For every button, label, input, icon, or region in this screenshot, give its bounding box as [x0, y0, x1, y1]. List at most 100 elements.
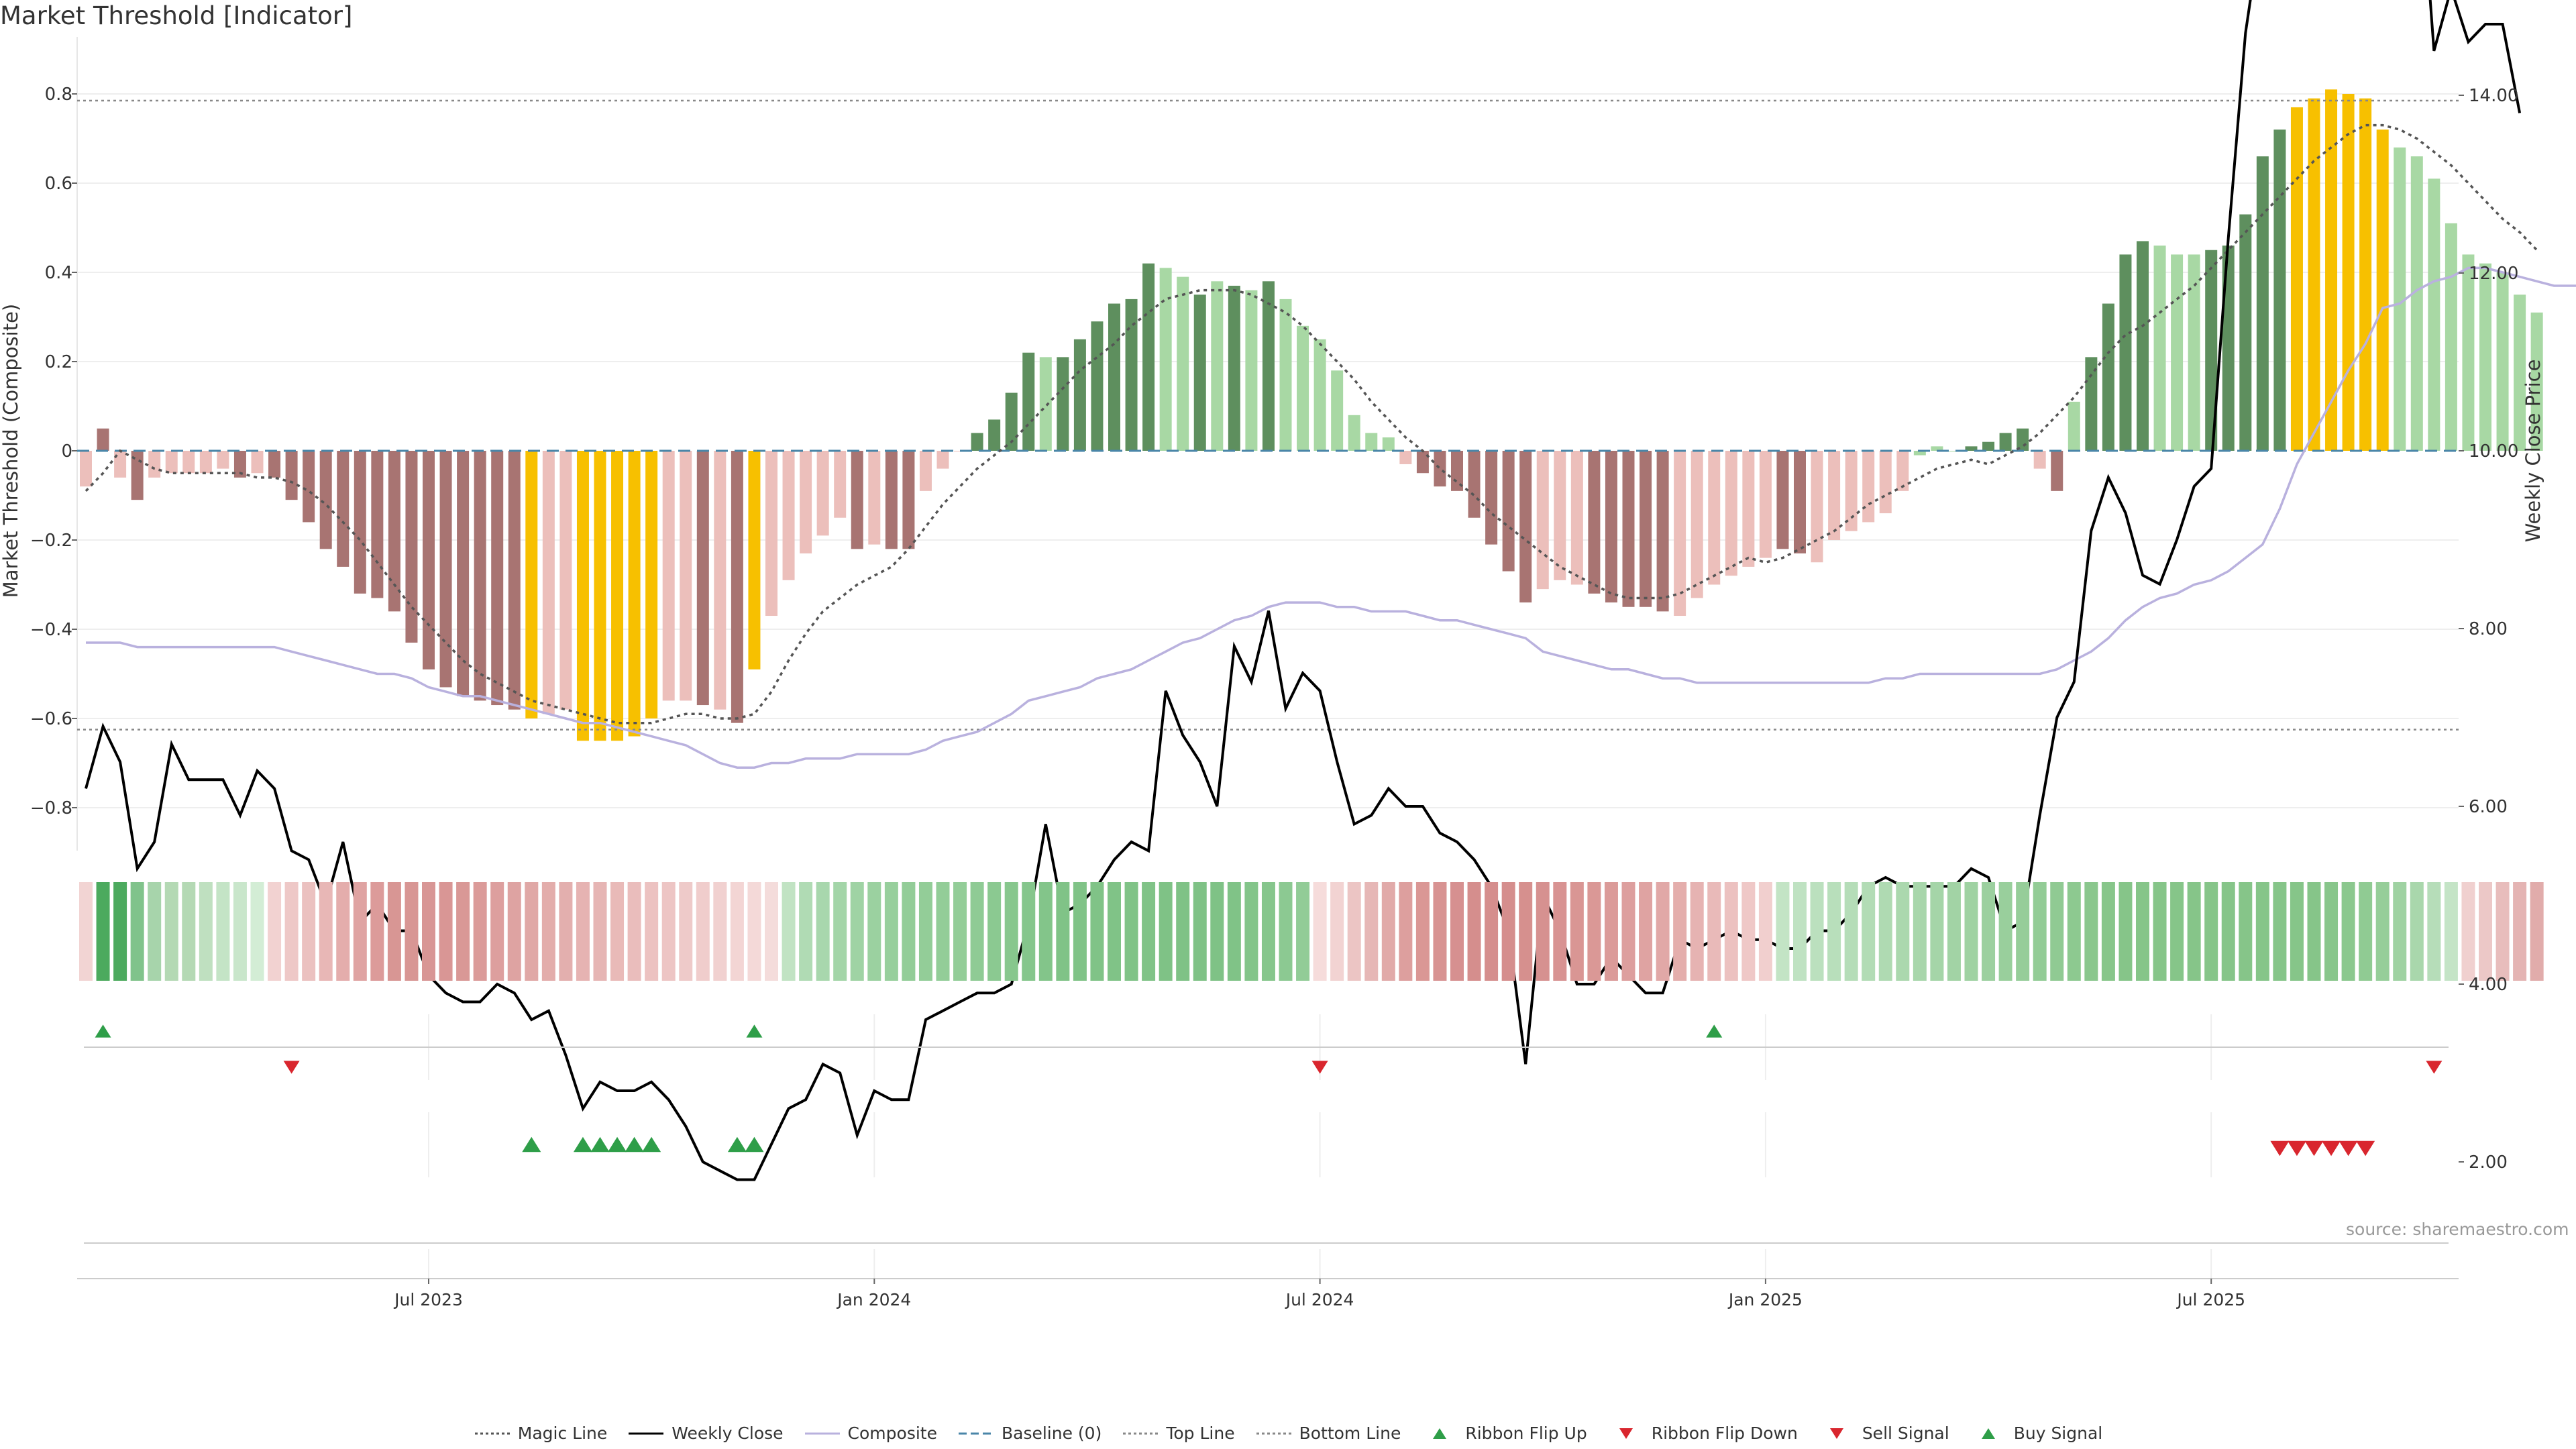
bar — [988, 419, 1001, 451]
bar — [2102, 303, 2114, 451]
ribbon-cell — [1930, 882, 1944, 981]
composite-line — [86, 266, 2576, 769]
ribbon-cell — [1296, 882, 1310, 981]
bar — [2359, 98, 2372, 451]
y2-axis-label: Weekly Close Price — [2522, 360, 2544, 543]
bar — [2410, 156, 2423, 451]
ribbon-cell — [439, 882, 453, 981]
legend-label: Top Line — [1166, 1424, 1235, 1443]
legend-item-baseline-0: Baseline (0) — [957, 1424, 1102, 1443]
ribbon-cell — [1878, 882, 1892, 981]
ribbon-cell — [387, 882, 401, 981]
ribbon-cell — [1810, 882, 1824, 981]
ribbon-cell — [1415, 882, 1430, 981]
ribbon-cell — [79, 882, 93, 981]
bar — [1485, 451, 1498, 545]
bar — [731, 451, 743, 723]
bar — [1570, 451, 1583, 585]
legend-label: Ribbon Flip Down — [1651, 1424, 1798, 1443]
buy-signal-marker — [573, 1136, 592, 1152]
bar — [1091, 321, 1104, 451]
ribbon-cell — [370, 882, 384, 981]
bar — [800, 451, 812, 553]
chart-title: Market Threshold [Indicator] — [0, 1, 353, 30]
ribbon-cell — [1399, 882, 1413, 981]
ribbon-cell — [696, 882, 710, 981]
bar — [337, 451, 350, 567]
ribbon-cell — [2444, 882, 2458, 981]
ribbon-cell — [541, 882, 555, 981]
bar — [1228, 285, 1240, 451]
bar — [97, 428, 109, 451]
bar — [423, 451, 435, 669]
ribbon-cell — [422, 882, 435, 981]
ribbon-cell — [627, 882, 641, 981]
bar — [1690, 451, 1703, 598]
ribbon-cell — [1261, 882, 1275, 981]
bar — [1382, 437, 1395, 451]
bar — [251, 451, 264, 474]
sell-signal-marker — [2304, 1140, 2324, 1157]
ribbon-cell — [2033, 882, 2047, 981]
bar — [1416, 451, 1429, 474]
bar — [1211, 281, 1224, 451]
ribbon-cell — [1313, 882, 1327, 981]
ribbon-cell — [1621, 882, 1635, 981]
ribbon-cell — [1485, 882, 1499, 981]
bar — [1982, 441, 1995, 451]
bar — [2462, 254, 2475, 451]
bar — [2290, 107, 2303, 451]
bar — [662, 451, 675, 701]
legend-swatch — [629, 1432, 664, 1434]
y2-tick-label: 6.00 — [2469, 797, 2508, 817]
bar — [2137, 241, 2149, 451]
ribbon-cell — [216, 882, 230, 981]
y-tick-label: 0.2 — [45, 352, 72, 372]
bar — [1005, 392, 1018, 451]
ribbon-cell — [2513, 882, 2527, 981]
ribbon-cell — [1073, 882, 1087, 981]
ribbon-cell — [645, 882, 659, 981]
bar — [1913, 451, 1926, 455]
bar — [834, 451, 847, 518]
ribbon-cell — [1982, 882, 1996, 981]
bar — [474, 451, 486, 701]
bar — [285, 451, 298, 500]
ribbon-cell — [2170, 882, 2184, 981]
bar — [371, 451, 384, 598]
bar — [199, 451, 212, 474]
ribbon-cell — [2530, 882, 2544, 981]
legend-item-top-line: Top Line — [1122, 1424, 1235, 1443]
triangle-up-icon — [1433, 1428, 1447, 1439]
ribbon-cell — [405, 882, 419, 981]
ribbon-cell — [1673, 882, 1687, 981]
bar — [525, 451, 538, 718]
bar — [868, 451, 881, 545]
ribbon-cell — [2307, 882, 2321, 981]
legend-swatch — [1256, 1432, 1291, 1434]
ribbon-cell — [525, 882, 539, 981]
bar — [1759, 451, 1772, 558]
bar — [1108, 303, 1120, 451]
ribbon-cell — [199, 882, 213, 981]
bar — [2068, 401, 2080, 451]
bar — [1297, 325, 1309, 451]
ribbon-cell — [1656, 882, 1670, 981]
ribbon-cell — [284, 882, 299, 981]
y2-tick-label: 10.00 — [2469, 441, 2518, 462]
ribbon-cell — [1690, 882, 1704, 981]
ribbon-cell — [1587, 882, 1601, 981]
ribbon-cell — [130, 882, 144, 981]
ribbon-cell — [730, 882, 744, 981]
y-tick-label: 0.8 — [45, 85, 72, 105]
ribbon-cell — [2101, 882, 2115, 981]
triangle-down-icon — [1619, 1428, 1633, 1439]
ribbon-cell — [507, 882, 521, 981]
magic-line — [85, 123, 2538, 724]
bar — [971, 433, 983, 451]
bar — [1142, 263, 1155, 451]
bar — [919, 451, 932, 491]
bar — [439, 451, 452, 688]
ribbon-cell — [96, 882, 110, 981]
signal-markers — [77, 1014, 2459, 1279]
